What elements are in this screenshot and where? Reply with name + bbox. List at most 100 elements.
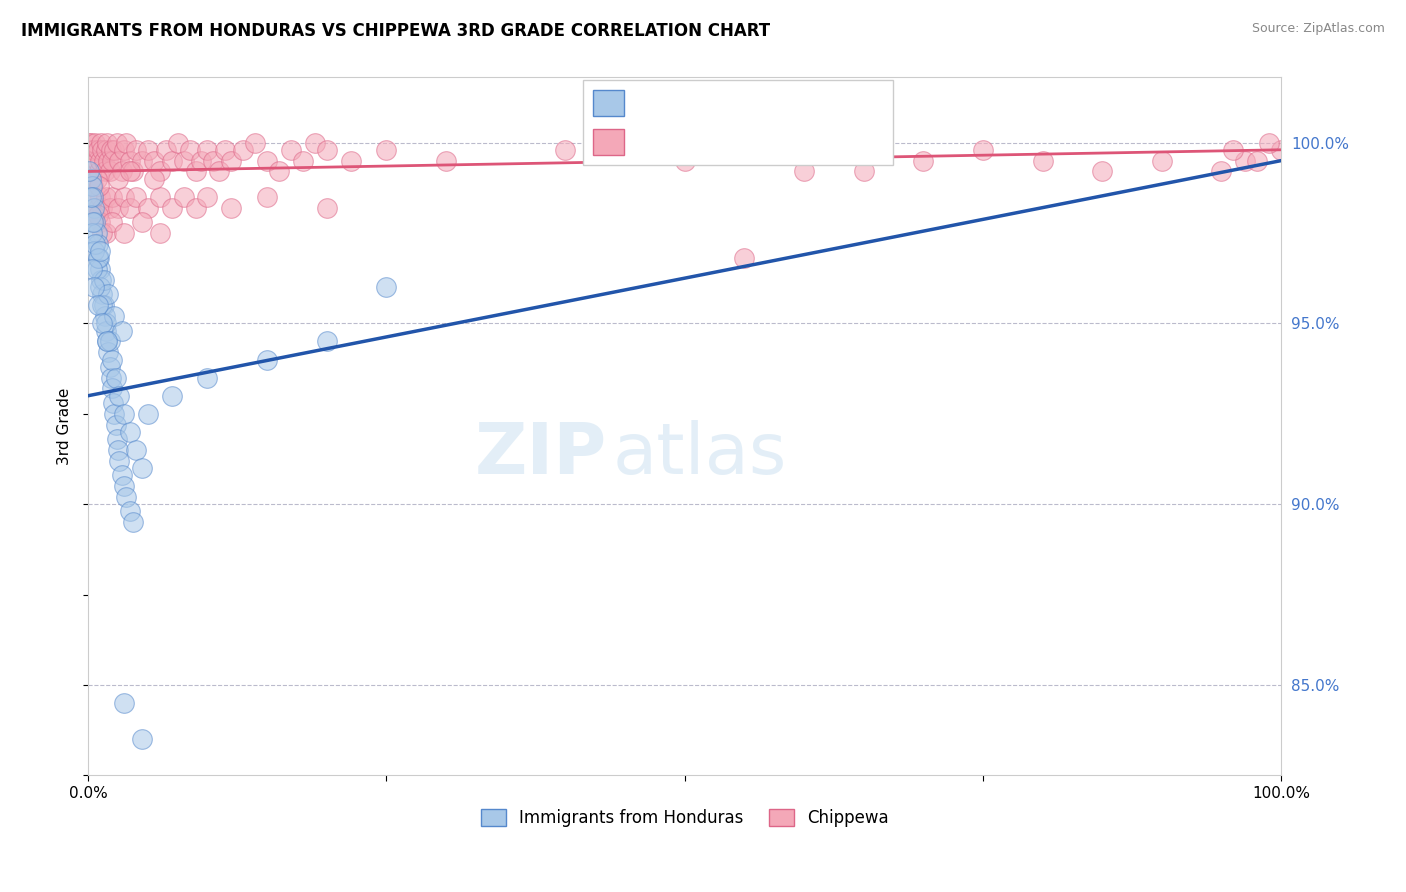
Bar [593, 90, 624, 116]
Point [89, 215, 111, 229]
Point [160, 153, 183, 168]
Point [107, 201, 129, 215]
Point [91, 287, 114, 301]
Point [1031, 153, 1053, 168]
Point [315, 201, 337, 215]
Point [112, 407, 135, 421]
Point [105, 136, 128, 150]
Point [972, 143, 994, 157]
Point [91, 317, 114, 331]
Point [184, 164, 207, 178]
Text: ZIP: ZIP [475, 420, 607, 489]
Point [101, 352, 124, 367]
Point [136, 201, 159, 215]
Legend: Immigrants from Honduras, Chippewa: Immigrants from Honduras, Chippewa [474, 802, 896, 833]
Point [101, 215, 124, 229]
Point [86, 143, 108, 157]
Point [110, 468, 132, 483]
Point [84, 190, 107, 204]
Point [118, 201, 141, 215]
Point [100, 143, 122, 157]
Point [160, 201, 183, 215]
Point [97, 153, 120, 168]
Point [82, 215, 104, 229]
Point [118, 504, 141, 518]
Point [91, 226, 114, 240]
Point [101, 382, 124, 396]
Point [91, 143, 114, 157]
Point [89, 244, 111, 258]
Point [94, 317, 117, 331]
FancyBboxPatch shape [583, 80, 893, 165]
Point [214, 143, 236, 157]
Point [82, 153, 104, 168]
Point [97, 287, 120, 301]
Point [339, 153, 361, 168]
Point [110, 164, 132, 178]
Point [122, 164, 145, 178]
Point [142, 153, 165, 168]
Point [221, 201, 243, 215]
Point [1234, 153, 1257, 168]
Y-axis label: 3rd Grade: 3rd Grade [58, 388, 72, 465]
Point [101, 190, 124, 204]
Point [375, 143, 398, 157]
Point [94, 190, 117, 204]
Point [97, 345, 120, 359]
Point [100, 370, 122, 384]
Point [94, 226, 117, 240]
Point [86, 252, 108, 266]
Point [93, 273, 115, 287]
Point [94, 309, 117, 323]
Point [86, 153, 108, 168]
Point [80, 178, 103, 193]
Point [103, 143, 125, 157]
Point [79, 190, 101, 204]
Point [91, 201, 114, 215]
Point [190, 153, 212, 168]
Text: IMMIGRANTS FROM HONDURAS VS CHIPPEWA 3RD GRADE CORRELATION CHART: IMMIGRANTS FROM HONDURAS VS CHIPPEWA 3RD… [21, 22, 770, 40]
Point [89, 190, 111, 204]
Point [89, 153, 111, 168]
Point [96, 136, 118, 150]
Point [1222, 143, 1244, 157]
Point [131, 215, 153, 229]
Point [83, 143, 105, 157]
Point [94, 324, 117, 338]
Point [160, 389, 183, 403]
Point [852, 164, 875, 178]
Point [96, 334, 118, 349]
Point [79, 164, 101, 178]
Point [89, 280, 111, 294]
Point [79, 208, 101, 222]
Point [108, 454, 131, 468]
Point [82, 178, 104, 193]
Point [110, 324, 132, 338]
Point [93, 153, 115, 168]
Point [173, 153, 195, 168]
Point [179, 143, 201, 157]
Point [86, 208, 108, 222]
Point [105, 432, 128, 446]
Point [673, 153, 696, 168]
Point [149, 164, 172, 178]
Point [90, 273, 112, 287]
Point [79, 136, 101, 150]
Point [315, 143, 337, 157]
Point [104, 370, 127, 384]
Point [86, 236, 108, 251]
Point [125, 190, 148, 204]
Point [131, 732, 153, 747]
Point [1270, 143, 1292, 157]
Point [125, 442, 148, 457]
Point [79, 171, 101, 186]
Point [108, 389, 131, 403]
Point [733, 252, 755, 266]
Point [87, 252, 110, 266]
Point [149, 190, 172, 204]
Point [304, 136, 326, 150]
Point [375, 280, 398, 294]
Point [86, 201, 108, 215]
Point [118, 164, 141, 178]
Point [115, 136, 138, 150]
